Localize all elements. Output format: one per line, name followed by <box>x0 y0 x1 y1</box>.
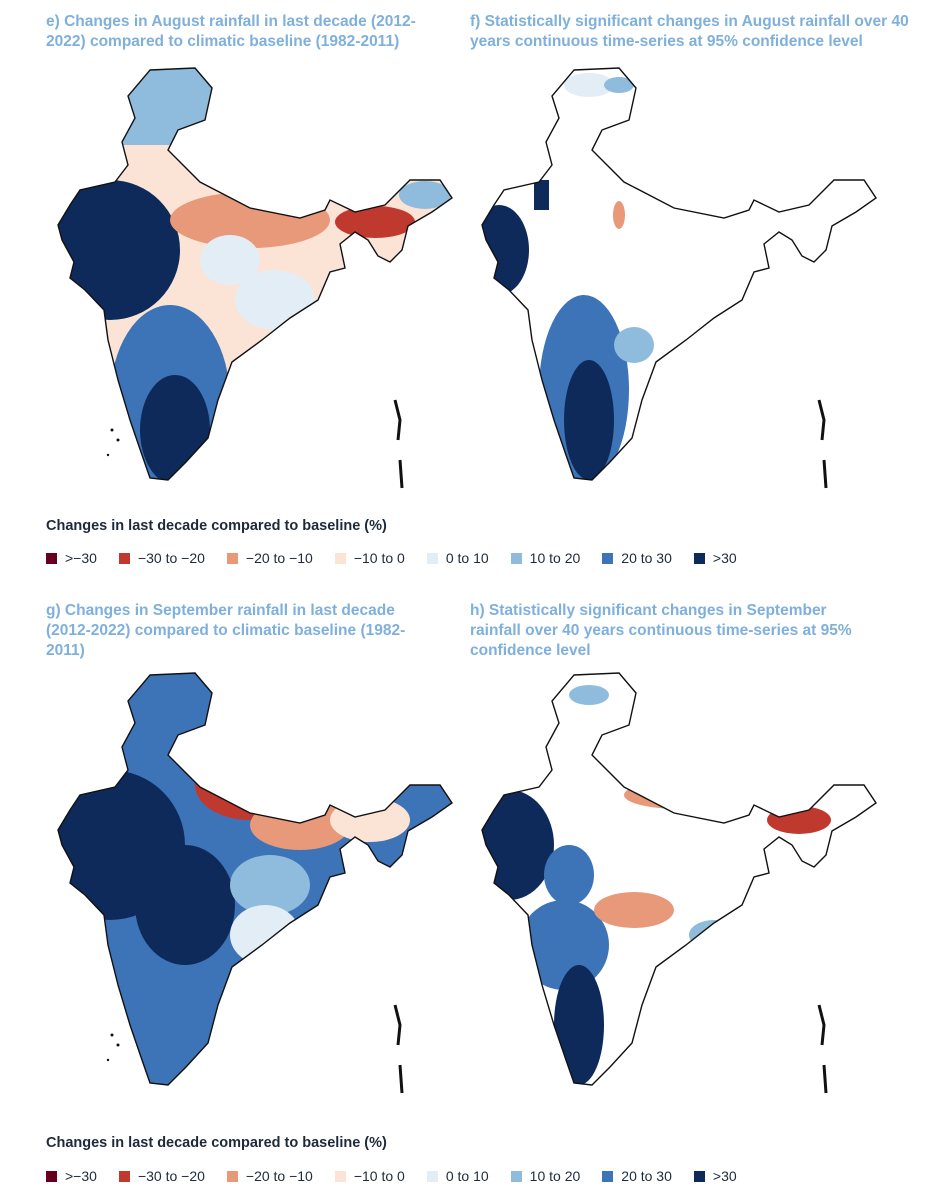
legend-label: −10 to 0 <box>353 1168 405 1184</box>
legend-item: 0 to 10 <box>426 1168 489 1184</box>
panel-e-title: e) Changes in August rainfall in last de… <box>46 13 416 50</box>
legend-label: >30 <box>712 1168 737 1184</box>
legend-swatch <box>693 552 705 564</box>
legend-swatch <box>510 1170 522 1182</box>
legend-label: >−30 <box>65 550 97 566</box>
legend-item: −20 to −10 <box>226 550 313 566</box>
legend-item: 10 to 20 <box>510 1168 581 1184</box>
panel-g-title: g) Changes in September rainfall in last… <box>46 602 406 659</box>
legend-swatch <box>118 1170 130 1182</box>
legend-swatch <box>426 1170 438 1182</box>
legend-label: 20 to 30 <box>621 550 672 566</box>
map-august-decadal-change <box>57 67 453 489</box>
legend-swatch <box>334 552 346 564</box>
legend-swatch <box>602 1170 614 1182</box>
panel-f-title: f) Statistically significant changes in … <box>470 13 909 50</box>
legend-swatch <box>334 1170 346 1182</box>
legend-label: −20 to −10 <box>245 550 313 566</box>
legend-item: 20 to 30 <box>602 1168 672 1184</box>
legend-label: 0 to 10 <box>445 550 489 566</box>
legend-swatch <box>118 552 130 564</box>
legend-label: >−30 <box>65 1168 97 1184</box>
legend-2: >−30 −30 to −20 −20 to −10 −10 to 0 0 to… <box>46 1168 759 1184</box>
legend-item: −10 to 0 <box>334 550 405 566</box>
legend-label: 0 to 10 <box>445 1168 489 1184</box>
legend-item: 10 to 20 <box>510 550 581 566</box>
panel-h-title: h) Statistically significant changes in … <box>470 602 852 659</box>
legend-item: −20 to −10 <box>226 1168 313 1184</box>
legend-swatch <box>226 552 238 564</box>
legend-1-title: Changes in last decade compared to basel… <box>46 518 387 534</box>
legend-1: >−30 −30 to −20 −20 to −10 −10 to 0 0 to… <box>46 550 759 566</box>
legend-swatch <box>226 1170 238 1182</box>
legend-2-title: Changes in last decade compared to basel… <box>46 1135 387 1151</box>
legend-item: >30 <box>693 1168 737 1184</box>
legend-item: 0 to 10 <box>426 550 489 566</box>
legend-item: −30 to −20 <box>118 550 205 566</box>
legend-label: 20 to 30 <box>621 1168 672 1184</box>
legend-label: −10 to 0 <box>353 550 405 566</box>
legend-swatch <box>426 552 438 564</box>
legend-swatch <box>510 552 522 564</box>
legend-swatch <box>46 552 57 564</box>
legend-swatch <box>46 1170 57 1182</box>
legend-item: >−30 <box>46 1168 97 1184</box>
legend-item: >−30 <box>46 550 97 566</box>
legend-label: 10 to 20 <box>529 550 581 566</box>
legend-item: −10 to 0 <box>334 1168 405 1184</box>
legend-item: −30 to −20 <box>118 1168 205 1184</box>
map-september-decadal-change <box>57 672 453 1094</box>
legend-item: >30 <box>693 550 737 566</box>
legend-label: −30 to −20 <box>137 1168 205 1184</box>
map-august-significant-change <box>481 67 877 489</box>
legend-label: >30 <box>712 550 737 566</box>
legend-swatch <box>693 1170 705 1182</box>
legend-swatch <box>602 552 614 564</box>
legend-item: 20 to 30 <box>602 550 672 566</box>
map-september-significant-change <box>481 672 877 1094</box>
legend-label: −20 to −10 <box>245 1168 313 1184</box>
legend-label: 10 to 20 <box>529 1168 581 1184</box>
legend-label: −30 to −20 <box>137 550 205 566</box>
